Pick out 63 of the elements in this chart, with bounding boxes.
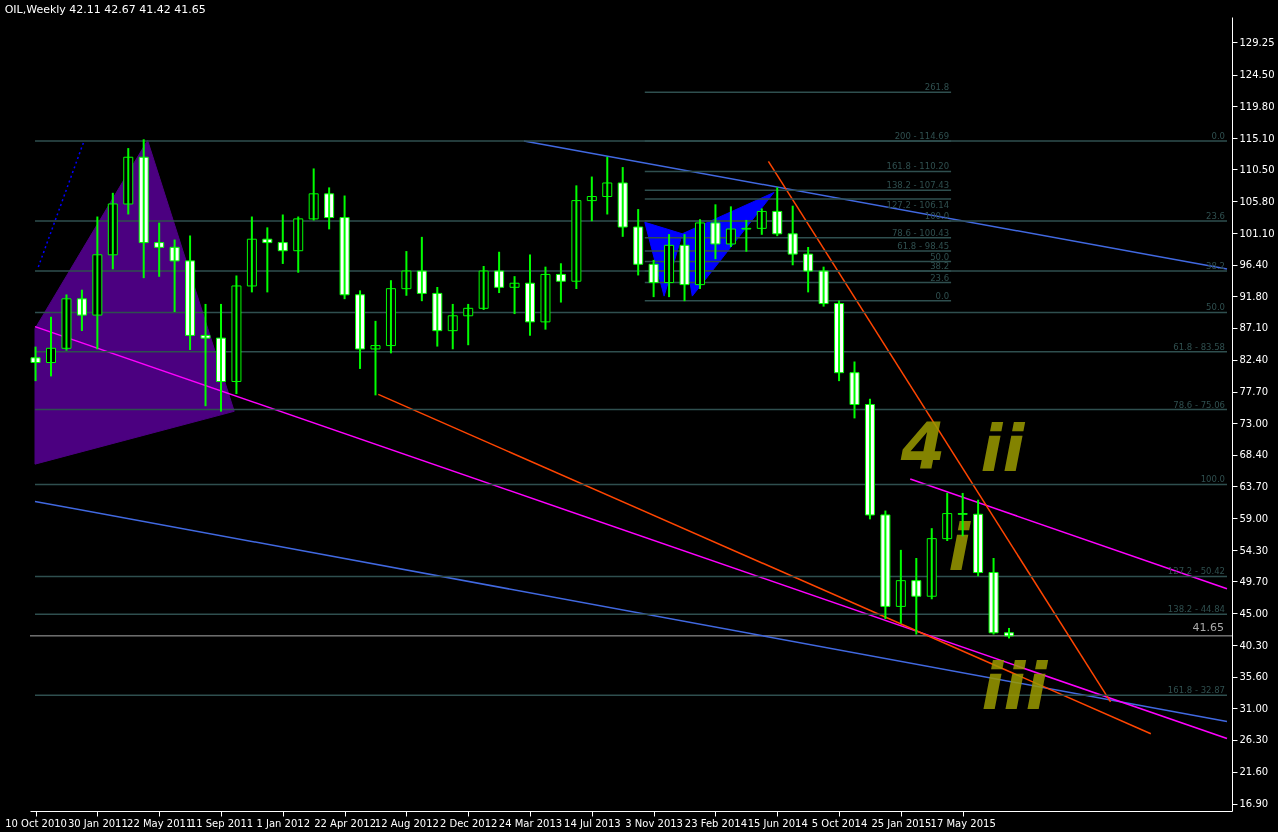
series-label: 100.0: [1200, 474, 1225, 485]
series-label: 0.0: [1211, 130, 1225, 141]
series-label: 61.8 - 83.58: [1173, 341, 1225, 352]
series-label: 161.8 - 110.20: [886, 161, 950, 172]
y-tick-label: 49.70: [1239, 575, 1269, 587]
x-tick-label: 14 Jul 2013: [564, 817, 621, 829]
x-tick-label: 30 Jan 2011: [67, 817, 128, 829]
series-label: 127.2 - 106.14: [886, 199, 950, 210]
y-tick-label: 73.00: [1239, 417, 1269, 429]
y-tick-label: 54.30: [1239, 544, 1269, 556]
series-label: 78.6 - 100.43: [891, 227, 950, 238]
y-tick-label: 91.80: [1239, 290, 1269, 302]
x-tick-label: 22 Apr 2012: [314, 817, 377, 829]
y-tick-label: 119.80: [1239, 100, 1275, 112]
series-label: 61.8 - 98.45: [897, 241, 950, 252]
y-tick-label: 68.40: [1239, 449, 1269, 461]
x-tick-label: 2 Dec 2012: [439, 817, 498, 829]
y-tick-label: 31.00: [1239, 702, 1269, 714]
series-label: 138.2 - 44.84: [1167, 604, 1225, 615]
x-tick-label: 3 Nov 2013: [625, 817, 683, 829]
series-label: 78.6 - 75.06: [1173, 399, 1225, 410]
x-tick-label: 17 May 2015: [930, 817, 996, 829]
series-label: 261.8: [924, 82, 950, 93]
y-tick-label: 110.50: [1239, 163, 1275, 175]
y-tick-label: 45.00: [1239, 607, 1269, 619]
x-tick-label: 10 Oct 2010: [5, 817, 67, 829]
y-tick-label: 115.10: [1239, 132, 1275, 144]
series-label: 50.0: [930, 251, 950, 262]
series-label: 50.0: [1206, 302, 1225, 313]
chart-title: OIL,Weekly 42.11 42.67 41.42 41.65: [4, 3, 206, 16]
ref-line-label: 41.65: [1192, 620, 1224, 634]
y-tick-label: 101.10: [1239, 227, 1275, 239]
series-label: 38.2: [930, 261, 950, 272]
y-tick-label: 124.50: [1239, 69, 1275, 81]
y-tick-label: 96.40: [1239, 259, 1269, 271]
x-tick-label: 15 Jun 2014: [747, 817, 808, 829]
y-tick-label: 105.80: [1239, 195, 1275, 207]
x-tick-label: 24 Mar 2013: [498, 817, 563, 829]
y-tick-label: 129.25: [1239, 36, 1275, 48]
annotation: 4: [899, 409, 946, 484]
y-tick-label: 82.40: [1239, 354, 1269, 366]
y-tick-label: 59.00: [1239, 512, 1269, 524]
series-label: 138.2 - 107.43: [886, 180, 950, 191]
y-tick-label: 87.10: [1239, 322, 1269, 334]
series-label: 0.0: [935, 290, 950, 301]
x-tick-label: 5 Oct 2014: [811, 817, 868, 829]
x-tick-label: 25 Jan 2015: [871, 817, 932, 829]
annotation: ii: [980, 412, 1026, 487]
x-tick-label: 1 Jan 2012: [256, 817, 311, 829]
series-label: 200 - 114.69: [894, 131, 950, 142]
y-tick-label: 35.60: [1239, 671, 1269, 683]
y-tick-label: 16.90: [1239, 798, 1269, 810]
y-tick-label: 40.30: [1239, 639, 1269, 651]
y-tick-label: 63.70: [1239, 480, 1269, 492]
series-label: 23.6: [1206, 210, 1225, 221]
series-label: 23.6: [930, 272, 950, 283]
x-tick-label: 12 Aug 2012: [374, 817, 439, 829]
x-tick-label: 23 Feb 2014: [684, 817, 748, 829]
y-tick-label: 26.30: [1239, 734, 1269, 746]
y-tick-label: 77.70: [1239, 386, 1269, 398]
series-label: 161.8 - 32.87: [1167, 685, 1225, 696]
annotation: i: [948, 511, 972, 586]
y-tick-label: 21.60: [1239, 766, 1269, 778]
